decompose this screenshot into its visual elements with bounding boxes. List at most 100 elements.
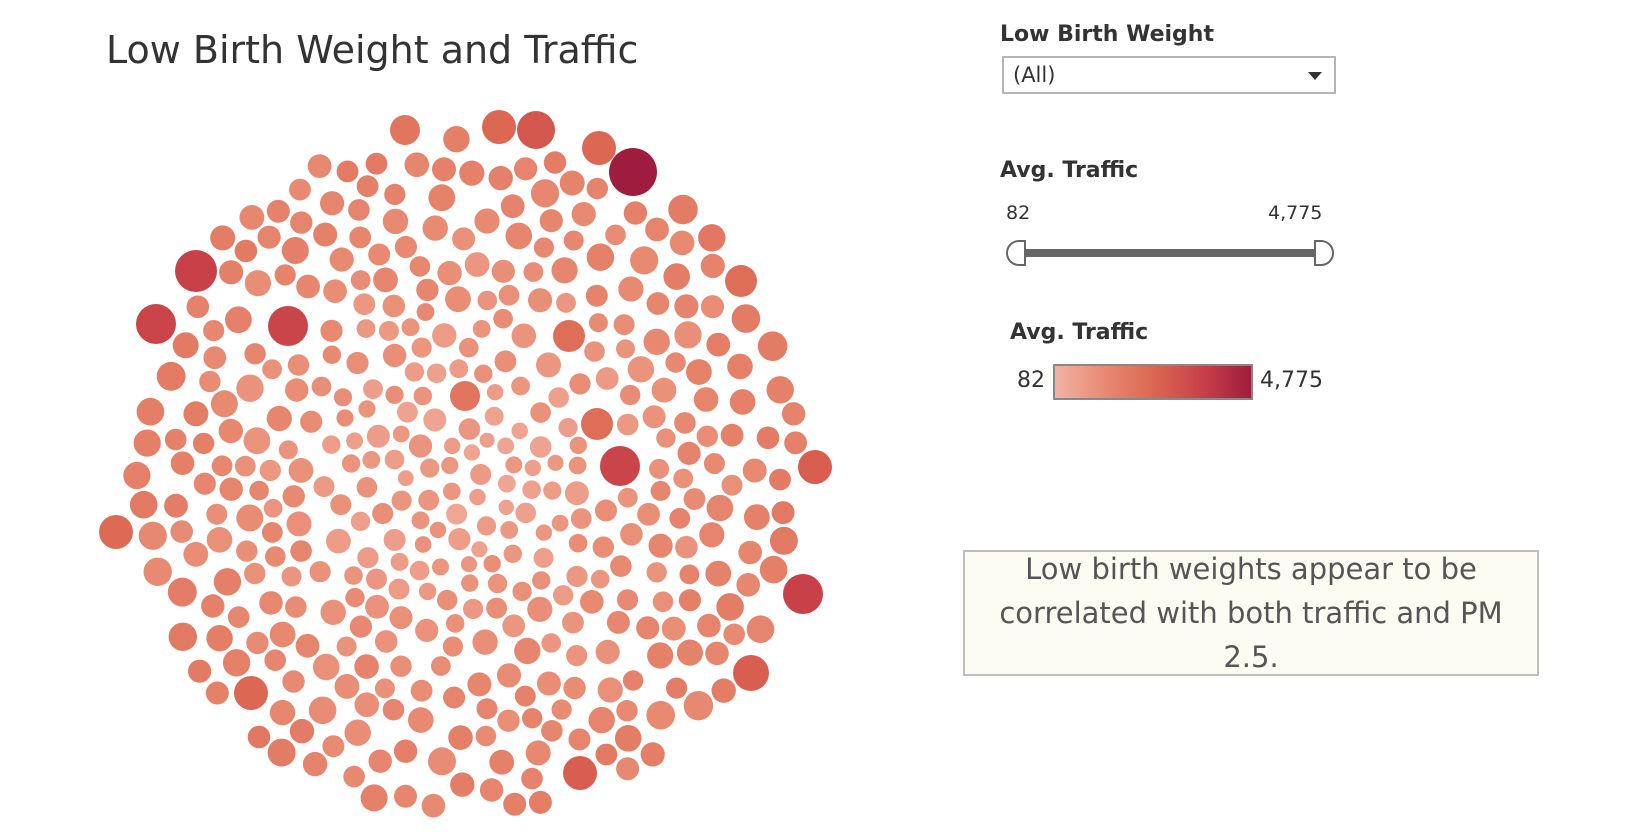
bubble-mark[interactable]: [437, 260, 462, 286]
bubble-mark[interactable]: [211, 455, 233, 477]
bubble-mark[interactable]: [515, 502, 536, 524]
bubble-mark[interactable]: [474, 364, 493, 383]
bubble-mark[interactable]: [666, 677, 688, 699]
bubble-mark[interactable]: [445, 614, 465, 633]
bubble-mark[interactable]: [418, 582, 437, 601]
bubble-mark[interactable]: [432, 323, 457, 348]
bubble-mark[interactable]: [586, 243, 615, 271]
bubble-mark[interactable]: [281, 237, 309, 264]
bubble-mark[interactable]: [474, 208, 500, 234]
bubble-mark[interactable]: [234, 455, 256, 477]
bubble-mark[interactable]: [697, 613, 721, 638]
bubble-mark[interactable]: [769, 526, 798, 555]
bubble-mark[interactable]: [188, 659, 212, 683]
bubble-mark[interactable]: [656, 428, 676, 448]
bubble-mark[interactable]: [382, 208, 409, 235]
bubble-mark[interactable]: [757, 331, 788, 362]
bubble-mark[interactable]: [533, 237, 555, 258]
bubble-mark[interactable]: [553, 320, 585, 352]
bubble-mark[interactable]: [289, 718, 315, 744]
bubble-mark[interactable]: [679, 564, 700, 585]
bubble-mark[interactable]: [448, 528, 471, 551]
bubble-mark[interactable]: [543, 151, 567, 174]
bubble-mark[interactable]: [613, 314, 635, 336]
bubble-mark[interactable]: [206, 625, 233, 652]
bubble-mark[interactable]: [559, 170, 585, 196]
bubble-mark[interactable]: [300, 410, 323, 433]
bubble-mark[interactable]: [133, 429, 161, 457]
bubble-mark[interactable]: [673, 468, 694, 489]
bubble-mark[interactable]: [781, 402, 806, 426]
bubble-mark[interactable]: [627, 356, 655, 383]
bubble-mark[interactable]: [390, 552, 409, 571]
bubble-mark[interactable]: [346, 432, 364, 450]
bubble-mark[interactable]: [771, 501, 795, 525]
bubble-mark[interactable]: [167, 577, 197, 607]
bubble-mark[interactable]: [413, 386, 433, 406]
bubble-mark[interactable]: [742, 458, 767, 483]
bubble-mark[interactable]: [354, 654, 379, 679]
bubble-mark[interactable]: [766, 376, 794, 404]
bubble-mark[interactable]: [183, 541, 209, 567]
bubble-mark[interactable]: [442, 636, 463, 657]
bubble-mark[interactable]: [408, 707, 434, 733]
bubble-mark[interactable]: [267, 738, 296, 767]
bubble-mark[interactable]: [616, 413, 639, 436]
bubble-mark[interactable]: [309, 561, 331, 583]
bubble-mark[interactable]: [353, 293, 376, 316]
bubble-mark[interactable]: [693, 387, 719, 412]
bubble-mark[interactable]: [556, 292, 576, 313]
bubble-mark[interactable]: [605, 224, 626, 246]
bubble-mark[interactable]: [282, 670, 305, 693]
bubble-mark[interactable]: [389, 606, 413, 630]
bubble-mark[interactable]: [467, 672, 492, 697]
bubble-mark[interactable]: [746, 615, 775, 643]
bubble-mark[interactable]: [206, 503, 228, 525]
bubble-mark[interactable]: [580, 590, 604, 614]
bubble-mark[interactable]: [350, 511, 371, 531]
bubble-mark[interactable]: [528, 288, 553, 313]
bubble-mark[interactable]: [503, 544, 522, 563]
bubble-mark[interactable]: [175, 250, 217, 292]
bubble-mark[interactable]: [350, 270, 371, 290]
bubble-mark[interactable]: [505, 456, 523, 474]
bubble-mark[interactable]: [488, 165, 513, 191]
bubble-mark[interactable]: [489, 749, 515, 775]
bubble-mark[interactable]: [449, 359, 469, 379]
bubble-mark[interactable]: [502, 614, 526, 638]
bubble-mark[interactable]: [461, 574, 479, 592]
bubble-mark[interactable]: [530, 402, 551, 423]
bubble-mark[interactable]: [368, 243, 391, 266]
bubble-mark[interactable]: [227, 606, 250, 628]
bubble-mark[interactable]: [192, 432, 215, 455]
bubble-mark[interactable]: [247, 725, 271, 749]
bubble-mark[interactable]: [421, 793, 446, 818]
bubble-mark[interactable]: [535, 524, 553, 541]
bubble-mark[interactable]: [410, 679, 433, 702]
bubble-mark[interactable]: [733, 655, 769, 691]
bubble-mark[interactable]: [363, 379, 383, 399]
bubble-mark[interactable]: [397, 470, 414, 487]
bubble-mark[interactable]: [285, 596, 307, 618]
bubble-mark[interactable]: [711, 678, 736, 703]
bubble-mark[interactable]: [705, 560, 732, 587]
bubble-mark[interactable]: [459, 337, 479, 358]
bubble-mark[interactable]: [282, 485, 305, 508]
bubble-mark[interactable]: [683, 691, 714, 721]
bubble-mark[interactable]: [344, 719, 371, 746]
bubble-mark[interactable]: [677, 441, 701, 465]
bubble-mark[interactable]: [529, 436, 552, 458]
bubble-mark[interactable]: [706, 494, 734, 522]
bubble-mark[interactable]: [274, 264, 296, 286]
bubble-mark[interactable]: [568, 533, 588, 553]
bubble-mark[interactable]: [551, 257, 578, 284]
bubble-mark[interactable]: [429, 521, 447, 539]
bubble-mark[interactable]: [313, 476, 335, 498]
bubble-mark[interactable]: [458, 418, 481, 440]
bubble-mark[interactable]: [358, 400, 376, 418]
bubble-mark[interactable]: [523, 262, 544, 282]
bubble-mark[interactable]: [269, 621, 296, 648]
bubble-mark[interactable]: [650, 480, 671, 501]
bubble-mark[interactable]: [349, 615, 372, 638]
bubble-mark[interactable]: [420, 458, 440, 478]
